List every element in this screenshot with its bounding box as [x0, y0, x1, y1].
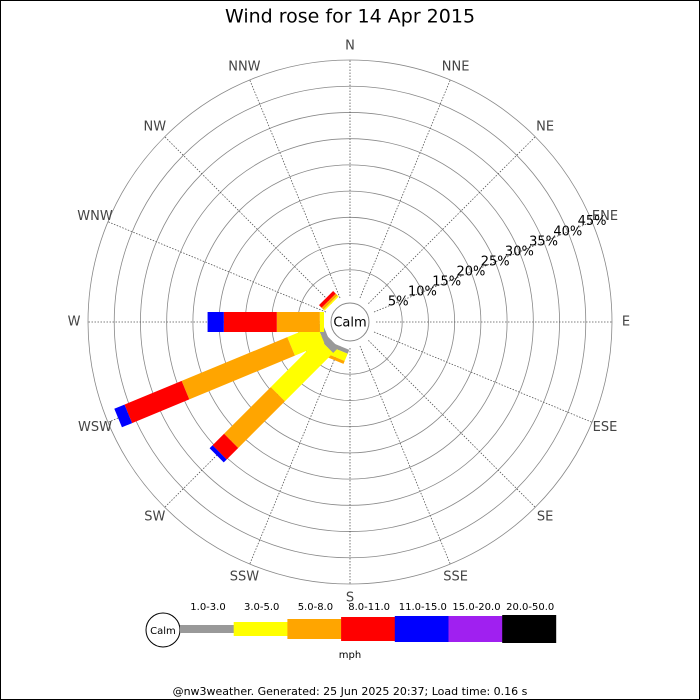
bar-segment — [209, 445, 227, 463]
grid-ring — [192, 164, 508, 480]
r-tick-label: 20% — [456, 264, 485, 279]
direction-label: SW — [144, 510, 165, 525]
r-tick-label: 45% — [578, 214, 607, 229]
direction-label: E — [622, 315, 630, 330]
direction-label: N — [345, 39, 355, 54]
spoke — [359, 345, 451, 565]
bar-segment — [224, 387, 285, 448]
r-tick-label: 35% — [529, 234, 558, 249]
spoke — [164, 136, 332, 304]
bar-segment — [276, 312, 320, 332]
direction-label: WSW — [78, 420, 112, 435]
direction-label: WNW — [77, 209, 113, 224]
bar-segment — [207, 312, 224, 332]
legend-swatch — [502, 615, 557, 643]
legend-label: 5.0-8.0 — [298, 602, 333, 613]
direction-label: S — [346, 591, 354, 606]
bar-segment — [212, 433, 239, 460]
spoke — [373, 331, 593, 423]
legend-calm-label: Calm — [150, 626, 176, 637]
grid-ring — [113, 85, 587, 559]
r-tick-label: 5% — [388, 295, 409, 310]
spoke — [368, 136, 536, 304]
legend-swatch — [180, 625, 234, 633]
direction-label: SE — [537, 510, 553, 525]
spoke — [368, 340, 536, 508]
legend-swatch — [287, 619, 342, 639]
legend-swatch — [233, 622, 288, 636]
legend-label: 3.0-5.0 — [244, 602, 279, 613]
r-tick-label: 30% — [505, 244, 534, 259]
calm-circle — [330, 302, 370, 342]
legend-label: 8.0-11.0 — [348, 602, 390, 613]
grid-ring — [87, 59, 613, 585]
spoke — [373, 221, 593, 313]
r-tick-label: 40% — [553, 224, 582, 239]
direction-label: SSW — [230, 569, 260, 584]
direction-label: NNE — [442, 60, 470, 75]
footer: @nw3weather. Generated: 25 Jun 2025 20:3… — [173, 685, 528, 698]
direction-label: ESE — [593, 420, 618, 435]
bar-segment — [114, 404, 133, 428]
calm-label: Calm — [333, 316, 366, 331]
direction-label: W — [68, 315, 81, 330]
spoke — [359, 79, 451, 299]
legend-swatch — [341, 617, 396, 641]
bar-segment — [321, 293, 338, 310]
spoke — [249, 79, 341, 299]
direction-label: ENE — [592, 209, 618, 224]
direction-label: NE — [536, 119, 554, 134]
bar-segment — [319, 312, 324, 332]
bar-segment — [318, 290, 336, 308]
spoke — [249, 345, 341, 565]
direction-label: SSE — [443, 569, 468, 584]
legend-label: 20.0-50.0 — [506, 602, 554, 613]
chart-title: Wind rose for 14 Apr 2015 — [225, 6, 475, 28]
legend-label: 11.0-15.0 — [399, 602, 447, 613]
bar-segment — [223, 312, 277, 332]
bar-segment — [323, 295, 339, 311]
bar-segment — [287, 324, 325, 356]
direction-label: NW — [144, 119, 167, 134]
bar-segment — [124, 380, 190, 424]
direction-label: NNW — [228, 60, 260, 75]
r-tick-label: 10% — [408, 284, 437, 299]
legend-swatch — [394, 616, 449, 642]
legend-swatch — [448, 616, 503, 642]
legend-label: 15.0-20.0 — [452, 602, 500, 613]
spoke — [107, 221, 327, 313]
legend-label: 1.0-3.0 — [190, 602, 225, 613]
r-tick-label: 25% — [481, 254, 510, 269]
r-tick-label: 15% — [432, 274, 461, 289]
legend-unit: mph — [339, 650, 361, 661]
bar-segment — [270, 338, 334, 402]
bar-segment — [181, 337, 295, 400]
